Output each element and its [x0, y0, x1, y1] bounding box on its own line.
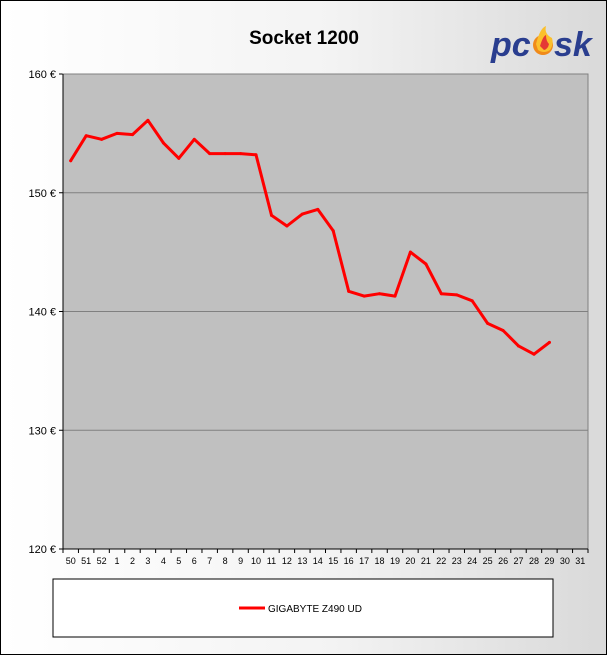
x-axis: 50 51 52 1 2 3 4 5 6 7 8 9 10 11 12 13 14 15 16 17 18 19 20 21 2… [62, 548, 589, 566]
x-tick-label-5: 5 [176, 556, 181, 566]
x-tick-label-17: 17 [359, 556, 369, 566]
data-point [239, 152, 243, 156]
legend-label-gigabyte: GIGABYTE Z490 UD [268, 604, 362, 615]
x-tick-label-4: 4 [161, 556, 166, 566]
x-tick-label-21: 21 [421, 556, 431, 566]
data-point [347, 289, 351, 293]
x-tick-label-51: 51 [81, 556, 91, 566]
data-point [501, 329, 505, 332]
flame-icon [533, 26, 553, 55]
x-tick-label-28: 28 [529, 556, 539, 566]
x-tick-label-50: 50 [66, 556, 76, 566]
x-tick-label-26: 26 [498, 556, 508, 566]
x-tick-label-30: 30 [560, 556, 570, 566]
y-tick-label-130: 130 € [28, 425, 56, 437]
x-tick-label-7: 7 [207, 556, 212, 566]
data-point [115, 131, 119, 135]
data-point [455, 293, 459, 297]
data-point [547, 340, 551, 344]
x-tick-label-9: 9 [238, 556, 243, 566]
y-tick-label-140: 140 € [28, 307, 56, 319]
x-tick-label-29: 29 [544, 556, 554, 566]
series-line-0 [69, 118, 551, 356]
x-tick-label-11: 11 [267, 556, 276, 566]
x-tick-label-18: 18 [375, 556, 385, 566]
x-tick-label-2: 2 [130, 556, 135, 566]
x-tick-label-13: 13 [297, 556, 307, 566]
logo-pc-text: pc [490, 26, 531, 64]
data-point [424, 262, 428, 266]
x-tick-label-24: 24 [467, 556, 477, 566]
gridlines [63, 192, 588, 431]
x-tick-label-23: 23 [452, 556, 462, 566]
x-tick-label-15: 15 [328, 556, 338, 566]
data-point [130, 133, 134, 137]
data-point [486, 321, 490, 325]
x-tick-label-52: 52 [97, 556, 107, 566]
pcsk-logo: pc sk [490, 26, 594, 64]
data-point [146, 118, 150, 122]
data-point [393, 294, 397, 298]
series-layer [69, 118, 551, 356]
x-tick-label-6: 6 [192, 556, 197, 566]
y-tick-label-160: 160 € [28, 69, 56, 81]
x-tick-label-27: 27 [514, 556, 524, 566]
data-point [223, 152, 227, 156]
x-tick-label-25: 25 [483, 556, 493, 566]
data-point [300, 212, 304, 216]
data-point [208, 152, 212, 156]
x-tick-label-12: 12 [282, 556, 292, 566]
x-tick-label-19: 19 [390, 556, 400, 566]
legend-box [52, 578, 554, 638]
data-point [517, 344, 521, 348]
logo-sk-text: sk [554, 26, 594, 64]
data-point [378, 292, 382, 296]
data-point [285, 224, 289, 228]
x-tick-label-10: 10 [251, 556, 261, 566]
data-point [316, 207, 320, 211]
x-tick-label-3: 3 [145, 556, 150, 566]
data-point [362, 294, 366, 298]
x-tick-label-1: 1 [115, 556, 120, 566]
y-tick-label-120: 120 € [28, 544, 56, 556]
x-tick-label-31: 31 [575, 556, 585, 566]
x-tick-label-8: 8 [223, 556, 228, 566]
chart-title: Socket 1200 [249, 28, 359, 49]
data-point [408, 250, 412, 254]
data-point [192, 137, 196, 141]
data-point [84, 134, 88, 138]
data-point [177, 156, 181, 160]
data-point [100, 137, 104, 141]
data-point [254, 153, 258, 157]
x-tick-label-22: 22 [436, 556, 446, 566]
data-point [470, 299, 474, 303]
data-point [269, 213, 273, 217]
data-point [532, 352, 536, 356]
data-point [161, 141, 165, 145]
data-point [439, 292, 443, 296]
x-tick-label-16: 16 [344, 556, 354, 566]
x-tick-label-20: 20 [405, 556, 415, 566]
data-point [331, 229, 335, 233]
data-point [69, 159, 73, 163]
x-tick-label-14: 14 [313, 556, 323, 566]
y-tick-label-150: 150 € [28, 188, 56, 200]
